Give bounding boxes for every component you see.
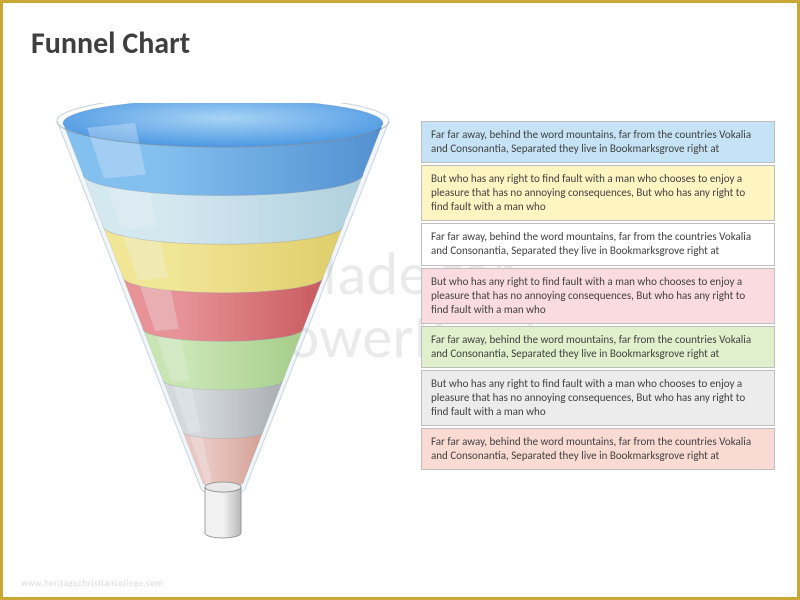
legend-list: Far far away, behind the word mountains,… [421,121,775,472]
funnel-svg [53,103,393,563]
legend-item: Far far away, behind the word mountains,… [421,223,775,265]
legend-item: Far far away, behind the word mountains,… [421,121,775,163]
legend-item: But who has any right to find fault with… [421,165,775,221]
funnel-chart [53,103,393,563]
content-area: Far far away, behind the word mountains,… [3,93,797,597]
legend-item: Far far away, behind the word mountains,… [421,428,775,470]
slide-frame: Funnel Chart Made for PowerPoint Far far… [0,0,800,600]
legend-item: Far far away, behind the word mountains,… [421,326,775,368]
footer-url: www.heritagechristiancollege.com [21,578,163,589]
legend-item: But who has any right to find fault with… [421,268,775,324]
legend-item: But who has any right to find fault with… [421,370,775,426]
page-title: Funnel Chart [31,25,190,62]
